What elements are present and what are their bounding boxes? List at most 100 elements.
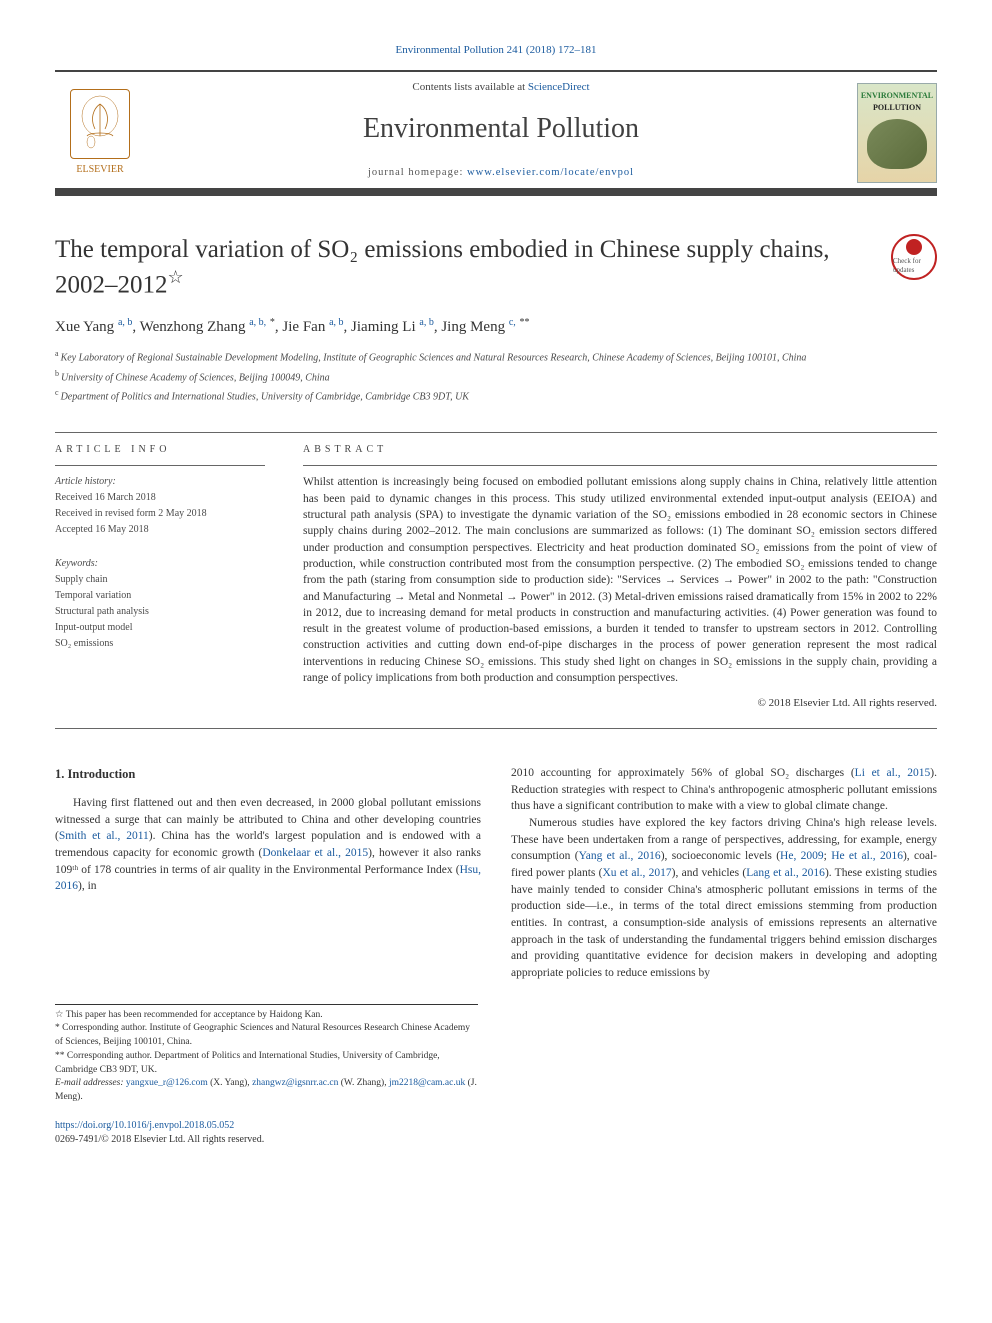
keywords-section: Keywords: Supply chain Temporal variatio…	[55, 556, 265, 652]
contents-prefix: Contents lists available at	[412, 81, 527, 93]
affiliation-list: a Key Laboratory of Regional Sustainable…	[55, 348, 937, 404]
footnote-corr2-text: Corresponding author. Department of Poli…	[55, 1051, 440, 1075]
keyword-5: SO₂ emissions	[55, 636, 265, 652]
cite-smith2011[interactable]: Smith et al., 2011	[59, 830, 149, 842]
title-footnote-star: ☆	[168, 267, 184, 287]
journal-cover-thumbnail: ENVIRONMENTAL POLLUTION	[857, 83, 937, 183]
abstract-copyright: © 2018 Elsevier Ltd. All rights reserved…	[303, 696, 937, 711]
cite-li2015[interactable]: Li et al., 2015	[855, 767, 931, 779]
history-received: Received 16 March 2018	[55, 490, 265, 506]
keyword-1: Supply chain	[55, 572, 265, 588]
cover-image-icon	[867, 119, 927, 169]
cover-env-text: ENVIRONMENTAL	[861, 90, 933, 101]
cite-he2016[interactable]: He et al., 2016	[831, 850, 903, 862]
homepage-line: journal homepage: www.elsevier.com/locat…	[163, 166, 839, 181]
affil-text-a: Key Laboratory of Regional Sustainable D…	[61, 353, 807, 364]
footnote-star-sym: ☆	[55, 1010, 66, 1020]
author-1-affil[interactable]: a, b	[118, 317, 132, 328]
homepage-link[interactable]: www.elsevier.com/locate/envpol	[467, 167, 634, 178]
footnote-corr2-sym: **	[55, 1051, 67, 1061]
body-right-column: 2010 accounting for approximately 56% of…	[511, 765, 937, 982]
info-bottom-rule	[55, 728, 937, 729]
crossmark-badge[interactable]: Check for updates	[891, 234, 937, 280]
email-meng[interactable]: jm2218@cam.ac.uk	[389, 1078, 465, 1088]
issn-copyright: 0269-7491/© 2018 Elsevier Ltd. All right…	[55, 1133, 937, 1147]
contents-line: Contents lists available at ScienceDirec…	[163, 80, 839, 95]
cite-yang2016[interactable]: Yang et al., 2016	[579, 850, 661, 862]
footnotes: ☆ This paper has been recommended for ac…	[55, 1004, 478, 1105]
footnote-star: ☆ This paper has been recommended for ac…	[55, 1009, 478, 1023]
abstract-heading: ABSTRACT	[303, 433, 937, 466]
affil-text-b: University of Chinese Academy of Science…	[61, 372, 330, 383]
author-5: Jing Meng	[441, 319, 505, 335]
sciencedirect-link[interactable]: ScienceDirect	[528, 81, 590, 93]
section-heading-intro: 1. Introduction	[55, 765, 481, 783]
email-zhang[interactable]: zhangwz@igsnrr.ac.cn	[252, 1078, 338, 1088]
footnote-corr2: ** Corresponding author. Department of P…	[55, 1050, 478, 1078]
journal-reference: Environmental Pollution 241 (2018) 172–1…	[55, 40, 937, 58]
author-list: Xue Yang a, b, Wenzhong Zhang a, b, *, J…	[55, 316, 937, 338]
publisher-name: ELSEVIER	[76, 163, 123, 177]
author-2-affil[interactable]: a, b,	[249, 317, 266, 328]
crossmark-label: Check for updates	[893, 257, 935, 277]
affil-text-c: Department of Politics and International…	[61, 391, 469, 402]
article-info-column: ARTICLE INFO Article history: Received 1…	[55, 433, 265, 712]
history-accepted: Accepted 16 May 2018	[55, 522, 265, 538]
article-title: The temporal variation of SO₂ emissions …	[55, 234, 871, 300]
intro-p2-pre: 2010 accounting for approximately 56% of…	[511, 767, 855, 779]
author-sep: ,	[344, 319, 352, 335]
email-yang[interactable]: yangxue_r@126.com	[126, 1078, 208, 1088]
affiliation-b: b University of Chinese Academy of Scien…	[55, 368, 937, 385]
author-sep: ,	[132, 319, 139, 335]
intro-p3-mid3: ), and vehicles (	[672, 867, 747, 879]
homepage-prefix: journal homepage:	[368, 167, 467, 178]
cite-xu2017[interactable]: Xu et al., 2017	[603, 867, 672, 879]
footnote-star-text: This paper has been recommended for acce…	[66, 1010, 323, 1020]
article-history: Article history: Received 16 March 2018 …	[55, 474, 265, 538]
author-1: Xue Yang	[55, 319, 114, 335]
author-3-affil[interactable]: a, b	[329, 317, 343, 328]
cite-lang2016[interactable]: Lang et al., 2016	[746, 867, 825, 879]
affiliation-a: a Key Laboratory of Regional Sustainable…	[55, 348, 937, 365]
intro-p3-end: ). These existing studies have mainly te…	[511, 867, 937, 979]
crossmark-icon	[906, 239, 922, 255]
email1-who: (X. Yang),	[208, 1078, 252, 1088]
intro-paragraph-1: Having first flattened out and then even…	[55, 795, 481, 895]
keywords-label: Keywords:	[55, 556, 265, 572]
intro-paragraph-3: Numerous studies have explored the key f…	[511, 815, 937, 982]
email-label: E-mail addresses:	[55, 1078, 126, 1088]
doi-link[interactable]: https://doi.org/10.1016/j.envpol.2018.05…	[55, 1120, 234, 1131]
author-4-affil[interactable]: a, b	[419, 317, 433, 328]
history-label: Article history:	[55, 474, 265, 490]
author-4: Jiaming Li	[351, 319, 416, 335]
footnote-emails: E-mail addresses: yangxue_r@126.com (X. …	[55, 1077, 478, 1105]
history-revised: Received in revised form 2 May 2018	[55, 506, 265, 522]
author-5-affil[interactable]: c,	[509, 317, 516, 328]
intro-p1-end: ), in	[78, 880, 97, 892]
body-left-column: 1. Introduction Having first flattened o…	[55, 765, 481, 982]
cite-he2009[interactable]: He, 2009	[780, 850, 824, 862]
abstract-text: Whilst attention is increasingly being f…	[303, 474, 937, 686]
footnote-corr1-text: Corresponding author. Institute of Geogr…	[55, 1023, 470, 1047]
intro-paragraph-2: 2010 accounting for approximately 56% of…	[511, 765, 937, 815]
email2-who: (W. Zhang),	[338, 1078, 389, 1088]
author-5-corr[interactable]: **	[520, 317, 530, 328]
journal-header: ELSEVIER Contents lists available at Sci…	[55, 70, 937, 196]
title-row: The temporal variation of SO₂ emissions …	[55, 234, 937, 300]
affiliation-c: c Department of Politics and Internation…	[55, 387, 937, 404]
footnote-corr1: * Corresponding author. Institute of Geo…	[55, 1022, 478, 1050]
doi-block: https://doi.org/10.1016/j.envpol.2018.05…	[55, 1119, 937, 1147]
journal-name: Environmental Pollution	[163, 109, 839, 148]
intro-p3-mid1: ), socioeconomic levels (	[661, 850, 780, 862]
keyword-2: Temporal variation	[55, 588, 265, 604]
publisher-logo: ELSEVIER	[55, 78, 145, 188]
info-abstract-row: ARTICLE INFO Article history: Received 1…	[55, 432, 937, 712]
author-2: Wenzhong Zhang	[140, 319, 246, 335]
cover-pol-text: POLLUTION	[873, 102, 921, 113]
cite-donkelaar2015[interactable]: Donkelaar et al., 2015	[262, 847, 368, 859]
body-two-column: 1. Introduction Having first flattened o…	[55, 765, 937, 982]
author-3: Jie Fan	[282, 319, 325, 335]
journal-ref-link[interactable]: Environmental Pollution 241 (2018) 172–1…	[395, 44, 596, 56]
journal-header-center: Contents lists available at ScienceDirec…	[163, 80, 839, 187]
keyword-3: Structural path analysis	[55, 604, 265, 620]
